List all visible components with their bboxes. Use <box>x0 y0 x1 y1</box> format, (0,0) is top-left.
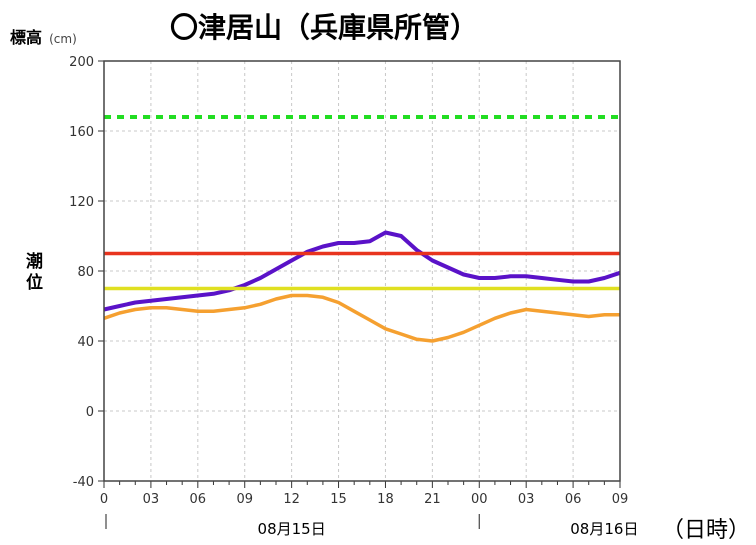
chart-title: 〇津居山（兵庫県所管） <box>170 11 479 44</box>
date-label: 08月16日 <box>570 520 638 538</box>
y-tick-label: 160 <box>69 125 94 140</box>
y-axis-elevation-label: 標高 <box>10 28 43 47</box>
x-tick-label: 00 <box>471 492 488 507</box>
y-tick-label: 200 <box>69 55 94 70</box>
plot-border <box>103 60 621 482</box>
y-tick-label: 120 <box>69 195 94 210</box>
y-axis-unit-label: 標高 (cm) <box>10 24 77 48</box>
x-tick-label: 18 <box>377 492 394 507</box>
x-tick-label: 03 <box>518 492 535 507</box>
x-tick-label: 0 <box>100 492 108 507</box>
y-axis-unit: (cm) <box>49 32 77 46</box>
x-tick-label: 09 <box>612 492 629 507</box>
x-tick-label: 09 <box>236 492 253 507</box>
x-tick-label: 15 <box>330 492 347 507</box>
x-tick-label: 06 <box>190 492 207 507</box>
series-line-1 <box>103 293 620 343</box>
x-axis-unit-label: （日時） <box>662 518 751 543</box>
y-axis-title: 潮位 <box>26 252 43 293</box>
y-tick-label: 0 <box>86 405 94 420</box>
x-tick-label: 21 <box>424 492 441 507</box>
x-tick-label: 03 <box>143 492 160 507</box>
series-line-0 <box>103 230 621 312</box>
y-tick-label: -40 <box>73 475 94 490</box>
y-tick-label: 40 <box>77 335 94 350</box>
x-tick-label: 06 <box>565 492 582 507</box>
y-tick-label: 80 <box>77 265 94 280</box>
x-tick-label: 12 <box>283 492 300 507</box>
date-label: 08月15日 <box>258 520 326 538</box>
